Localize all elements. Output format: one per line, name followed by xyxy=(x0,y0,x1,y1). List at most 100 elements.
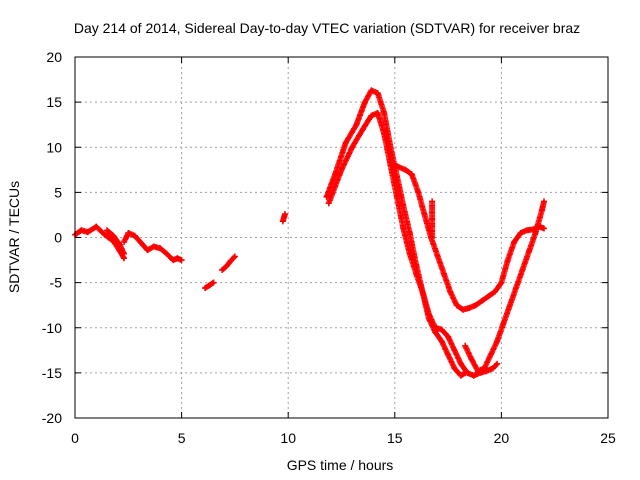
data-point xyxy=(150,243,157,250)
data-point xyxy=(163,250,170,257)
data-point xyxy=(408,171,415,178)
data-point xyxy=(393,173,400,180)
data-point xyxy=(460,306,467,313)
data-point xyxy=(519,266,526,273)
data-point xyxy=(387,144,394,151)
data-point xyxy=(402,166,409,173)
data-point xyxy=(541,225,548,232)
data-point xyxy=(116,241,123,248)
data-point xyxy=(121,250,128,257)
data-point xyxy=(489,365,496,372)
data-point xyxy=(144,247,151,254)
y-tick-label: -15 xyxy=(42,365,62,381)
data-point xyxy=(349,144,356,151)
data-point xyxy=(131,232,138,239)
series-8 xyxy=(391,162,548,313)
data-point xyxy=(374,90,381,97)
data-point xyxy=(93,223,100,230)
y-tick-label: 10 xyxy=(46,139,62,155)
data-point xyxy=(487,351,494,358)
data-point xyxy=(479,297,486,304)
data-point xyxy=(381,130,388,137)
x-tick-label: 15 xyxy=(387,430,403,446)
data-point xyxy=(170,257,177,264)
data-point xyxy=(419,288,426,295)
x-tick-label: 10 xyxy=(280,430,296,446)
data-point xyxy=(438,338,445,345)
data-point xyxy=(506,302,513,309)
data-point xyxy=(415,189,422,196)
data-point xyxy=(472,302,479,309)
series-2 xyxy=(121,229,185,264)
data-point xyxy=(494,360,501,367)
data-points xyxy=(72,87,548,379)
data-point xyxy=(462,342,469,349)
data-point xyxy=(526,248,533,255)
x-tick-label: 20 xyxy=(494,430,510,446)
data-point xyxy=(504,257,511,264)
data-point xyxy=(406,250,413,257)
data-point xyxy=(513,284,520,291)
data-point xyxy=(413,270,420,277)
series-3 xyxy=(202,279,217,292)
data-point xyxy=(425,311,432,318)
data-point xyxy=(440,270,447,277)
data-point xyxy=(359,126,366,133)
y-tick-label: -10 xyxy=(42,320,62,336)
x-axis-label: GPS time / hours xyxy=(287,457,394,473)
data-point xyxy=(532,229,539,236)
data-point xyxy=(368,87,375,94)
data-point xyxy=(157,245,164,252)
data-point xyxy=(400,225,407,232)
data-point xyxy=(453,302,460,309)
data-point xyxy=(541,198,548,205)
series-4 xyxy=(219,253,238,273)
data-point xyxy=(342,139,349,146)
data-point xyxy=(445,351,452,358)
data-point xyxy=(481,365,488,372)
data-point xyxy=(457,372,464,379)
data-point xyxy=(457,360,464,367)
data-point xyxy=(393,193,400,200)
data-point xyxy=(202,285,209,292)
data-point xyxy=(374,109,381,116)
data-point xyxy=(219,266,226,273)
data-point xyxy=(429,234,436,241)
data-point xyxy=(368,112,375,119)
y-tick-label: -20 xyxy=(42,410,62,426)
data-point xyxy=(381,109,388,116)
data-point xyxy=(451,365,458,372)
plot-frame xyxy=(74,56,609,419)
y-tick-label: 20 xyxy=(46,49,62,65)
data-point xyxy=(445,333,452,340)
data-point xyxy=(338,166,345,173)
data-point xyxy=(110,232,117,239)
data-point xyxy=(432,324,439,331)
data-point xyxy=(138,239,145,246)
data-point xyxy=(485,293,492,300)
data-point xyxy=(429,198,436,205)
data-point xyxy=(451,347,458,354)
data-point xyxy=(429,216,436,223)
series-9 xyxy=(462,198,548,375)
data-point xyxy=(279,218,286,225)
data-point xyxy=(121,239,128,246)
data-point xyxy=(474,368,481,375)
x-tick-label: 25 xyxy=(600,430,616,446)
y-tick-label: 5 xyxy=(54,184,62,200)
data-point xyxy=(78,227,85,234)
data-point xyxy=(466,304,473,311)
data-point xyxy=(468,356,475,363)
data-point xyxy=(178,257,185,264)
y-axis-label: SDTVAR / TECUs xyxy=(6,181,22,293)
data-point xyxy=(125,229,132,236)
data-point xyxy=(103,227,110,234)
data-point xyxy=(511,239,518,246)
data-point xyxy=(223,263,230,270)
data-point xyxy=(391,162,398,169)
series-10 xyxy=(429,198,436,241)
series-1 xyxy=(103,227,128,257)
x-tick-label: 5 xyxy=(178,430,186,446)
data-point xyxy=(101,231,108,238)
